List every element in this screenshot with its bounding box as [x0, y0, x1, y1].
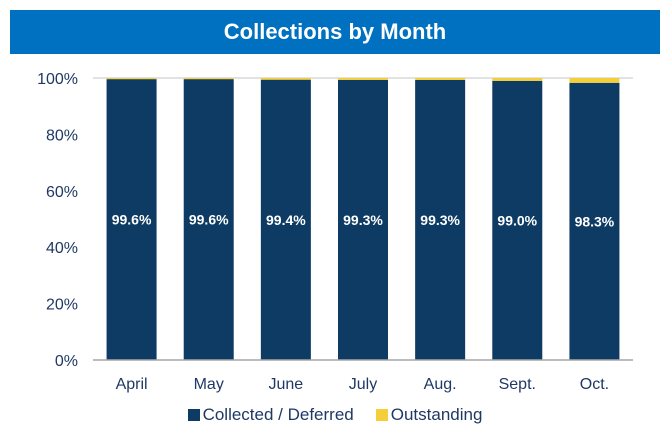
data-label: 99.0% [497, 212, 537, 228]
bar-outstanding [183, 78, 234, 80]
legend-item-outstanding: Outstanding [375, 405, 483, 425]
legend-label: Collected / Deferred [202, 405, 354, 424]
y-tick-label: 40% [46, 240, 78, 257]
legend-swatch-outstanding [375, 409, 388, 421]
bar-outstanding [415, 78, 466, 80]
y-tick-label: 100% [37, 71, 78, 88]
bar-collected [338, 79, 388, 360]
bar-outstanding [492, 78, 543, 81]
data-label: 99.3% [343, 212, 383, 228]
y-tick-label: 60% [46, 184, 78, 201]
legend-label: Outstanding [390, 405, 483, 424]
bar-collected [492, 80, 543, 360]
bar-collected [415, 79, 466, 360]
legend-item-collected: Collected / Deferred [187, 405, 354, 425]
data-label: 99.3% [420, 212, 460, 228]
legend: Collected / Deferred Outstanding [0, 405, 670, 425]
x-tick-label: Aug. [424, 376, 457, 393]
bar-outstanding [338, 78, 388, 80]
bar-collected [569, 82, 620, 360]
y-tick-label: 0% [55, 353, 78, 370]
data-label: 99.6% [189, 212, 229, 228]
x-tick-label: Sept. [499, 376, 536, 393]
legend-swatch-collected [187, 409, 200, 421]
x-tick-label: Oct. [580, 376, 609, 393]
bar-collected [183, 79, 234, 361]
data-label: 99.6% [112, 212, 152, 228]
bar-collected [106, 79, 157, 361]
chart-title: Collections by Month [10, 10, 660, 54]
y-tick-label: 20% [46, 297, 78, 314]
y-tick-label: 80% [46, 127, 78, 144]
x-tick-label: May [194, 376, 224, 393]
bar-collected [260, 79, 311, 360]
x-tick-label: June [269, 376, 304, 393]
x-tick-label: April [116, 376, 148, 393]
bar-outstanding [260, 78, 311, 80]
bar-outstanding [106, 78, 157, 80]
data-label: 98.3% [575, 213, 615, 229]
x-tick-label: July [349, 376, 377, 393]
bar-outstanding [569, 78, 620, 83]
data-label: 99.4% [266, 212, 306, 228]
